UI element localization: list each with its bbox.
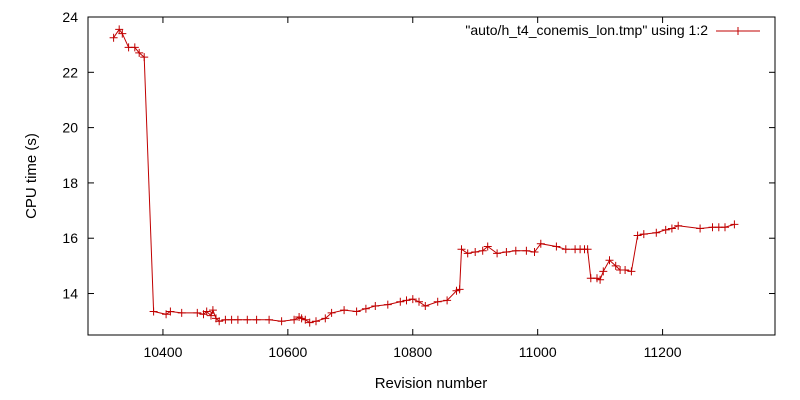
series-layer — [109, 25, 739, 327]
legend-label: "auto/h_t4_conemis_lon.tmp" using 1:2 — [465, 22, 708, 38]
data-point — [177, 308, 186, 317]
data-point — [561, 245, 570, 254]
data-point — [433, 297, 442, 306]
series-line — [113, 28, 735, 324]
data-point — [627, 267, 636, 276]
data-point — [421, 302, 430, 310]
data-point — [243, 315, 252, 324]
data-point — [140, 53, 149, 62]
data-point — [493, 249, 502, 258]
data-point — [109, 33, 118, 42]
data-point — [478, 246, 487, 255]
data-point — [207, 311, 215, 320]
data-point — [149, 307, 158, 316]
data-point — [361, 304, 370, 313]
legend: "auto/h_t4_conemis_lon.tmp" using 1:2 — [465, 22, 760, 38]
data-point — [463, 249, 472, 258]
data-point — [652, 228, 661, 237]
data-point — [290, 315, 299, 324]
x-axis-title: Revision number — [375, 375, 488, 392]
data-point — [208, 306, 217, 315]
data-point — [483, 242, 492, 251]
data-point — [599, 267, 608, 276]
data-point — [383, 300, 392, 309]
data-point — [277, 317, 286, 326]
data-point — [166, 307, 175, 316]
data-point — [297, 314, 306, 323]
data-point — [661, 225, 670, 234]
data-point — [536, 239, 545, 248]
y-tick-label: 24 — [62, 9, 78, 25]
data-point — [340, 306, 349, 315]
data-point — [721, 223, 729, 232]
y-tick-label: 22 — [62, 64, 78, 80]
data-point — [215, 317, 224, 326]
data-point — [162, 310, 171, 319]
data-point — [583, 245, 592, 254]
data-point — [115, 25, 124, 34]
data-point — [135, 48, 144, 57]
data-point — [696, 224, 705, 233]
data-point — [312, 317, 320, 326]
data-point — [522, 246, 531, 255]
data-point — [674, 221, 683, 230]
x-tick-label: 10800 — [393, 344, 432, 360]
plot-frame — [87, 16, 776, 336]
data-point — [596, 275, 605, 284]
data-point — [611, 261, 620, 270]
data-point — [402, 296, 411, 305]
legend-swatch-marker — [734, 27, 742, 35]
data-point — [352, 307, 361, 316]
data-point — [130, 43, 139, 52]
data-point — [502, 248, 511, 256]
data-point — [667, 224, 676, 233]
data-point — [396, 297, 405, 306]
data-point — [530, 248, 539, 256]
data-point — [193, 308, 202, 317]
data-point — [118, 29, 127, 38]
x-tick-label: 10400 — [143, 344, 182, 360]
axes: 10400 10600 10800 11000 11200 14 16 18 20 22 24 — [62, 9, 775, 360]
data-point — [252, 315, 261, 324]
y-tick-label: 20 — [62, 120, 78, 136]
data-point — [301, 315, 310, 324]
data-point — [408, 295, 417, 304]
data-point — [202, 307, 211, 316]
data-point — [321, 314, 330, 323]
data-point — [471, 248, 480, 256]
data-point — [443, 296, 452, 305]
data-point — [455, 285, 464, 294]
data-point — [457, 245, 466, 254]
data-point — [265, 315, 274, 324]
data-point — [327, 308, 336, 317]
data-point — [371, 302, 380, 310]
x-tick-label: 10600 — [268, 344, 307, 360]
data-point — [415, 297, 423, 306]
data-point — [305, 318, 314, 327]
data-point — [552, 242, 561, 251]
data-point — [605, 256, 614, 265]
data-point — [511, 246, 520, 255]
x-tick-label: 11000 — [519, 344, 557, 360]
y-tick-label: 14 — [62, 286, 78, 302]
data-point — [233, 315, 242, 324]
data-point — [633, 231, 642, 240]
y-axis-title: CPU time (s) — [23, 133, 40, 219]
y-tick-label: 16 — [62, 230, 78, 246]
x-tick-label: 11200 — [644, 344, 682, 360]
data-point — [621, 266, 630, 274]
data-point — [639, 230, 648, 239]
y-tick-label: 18 — [62, 175, 78, 191]
data-point — [730, 220, 739, 229]
